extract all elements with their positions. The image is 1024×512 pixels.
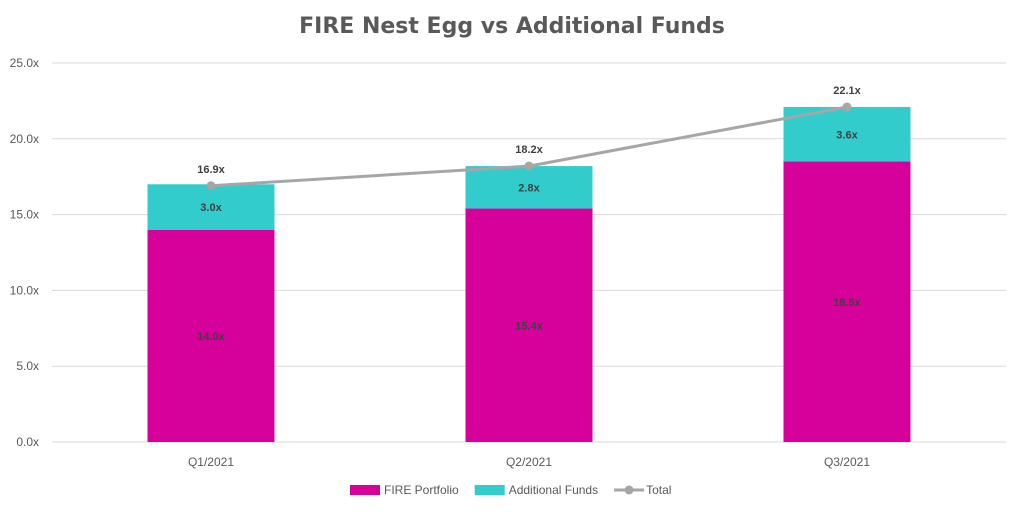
- x-tick-label: Q2/2021: [506, 455, 552, 469]
- y-tick-label: 0.0x: [16, 435, 39, 449]
- legend-marker: [624, 485, 634, 495]
- bar-additional-funds: [465, 166, 593, 209]
- y-tick-label: 20.0x: [10, 132, 39, 146]
- x-tick-label: Q3/2021: [824, 455, 870, 469]
- data-label: 3.6x: [836, 129, 858, 141]
- y-tick-label: 10.0x: [10, 283, 39, 297]
- bar-fire-portfolio: [783, 161, 911, 443]
- legend-swatch: [474, 485, 505, 495]
- data-label: 3.0x: [200, 202, 222, 214]
- data-label: 2.8x: [518, 182, 540, 194]
- total-label: 22.1x: [833, 85, 861, 97]
- legend-swatch: [350, 485, 380, 495]
- x-tick-label: Q1/2021: [188, 455, 234, 469]
- legend-label: FIRE Portfolio: [384, 483, 459, 497]
- data-label: 18.5x: [833, 297, 861, 309]
- y-tick-label: 5.0x: [16, 359, 39, 373]
- total-point: [524, 161, 534, 171]
- total-point: [842, 102, 852, 112]
- y-tick-label: 15.0x: [10, 208, 39, 222]
- bar-fire-portfolio: [465, 208, 593, 442]
- total-point: [206, 181, 216, 191]
- bar-fire-portfolio: [147, 229, 275, 442]
- total-label: 18.2x: [515, 144, 543, 156]
- chart-title: FIRE Nest Egg vs Additional Funds: [299, 14, 725, 39]
- data-label: 14.0x: [197, 331, 225, 343]
- data-label: 15.4x: [515, 320, 543, 332]
- legend-label: Additional Funds: [509, 483, 598, 497]
- bar-additional-funds: [147, 184, 275, 230]
- legend-label: Total: [646, 483, 671, 497]
- y-tick-label: 25.0x: [10, 56, 39, 70]
- total-label: 16.9x: [197, 164, 225, 176]
